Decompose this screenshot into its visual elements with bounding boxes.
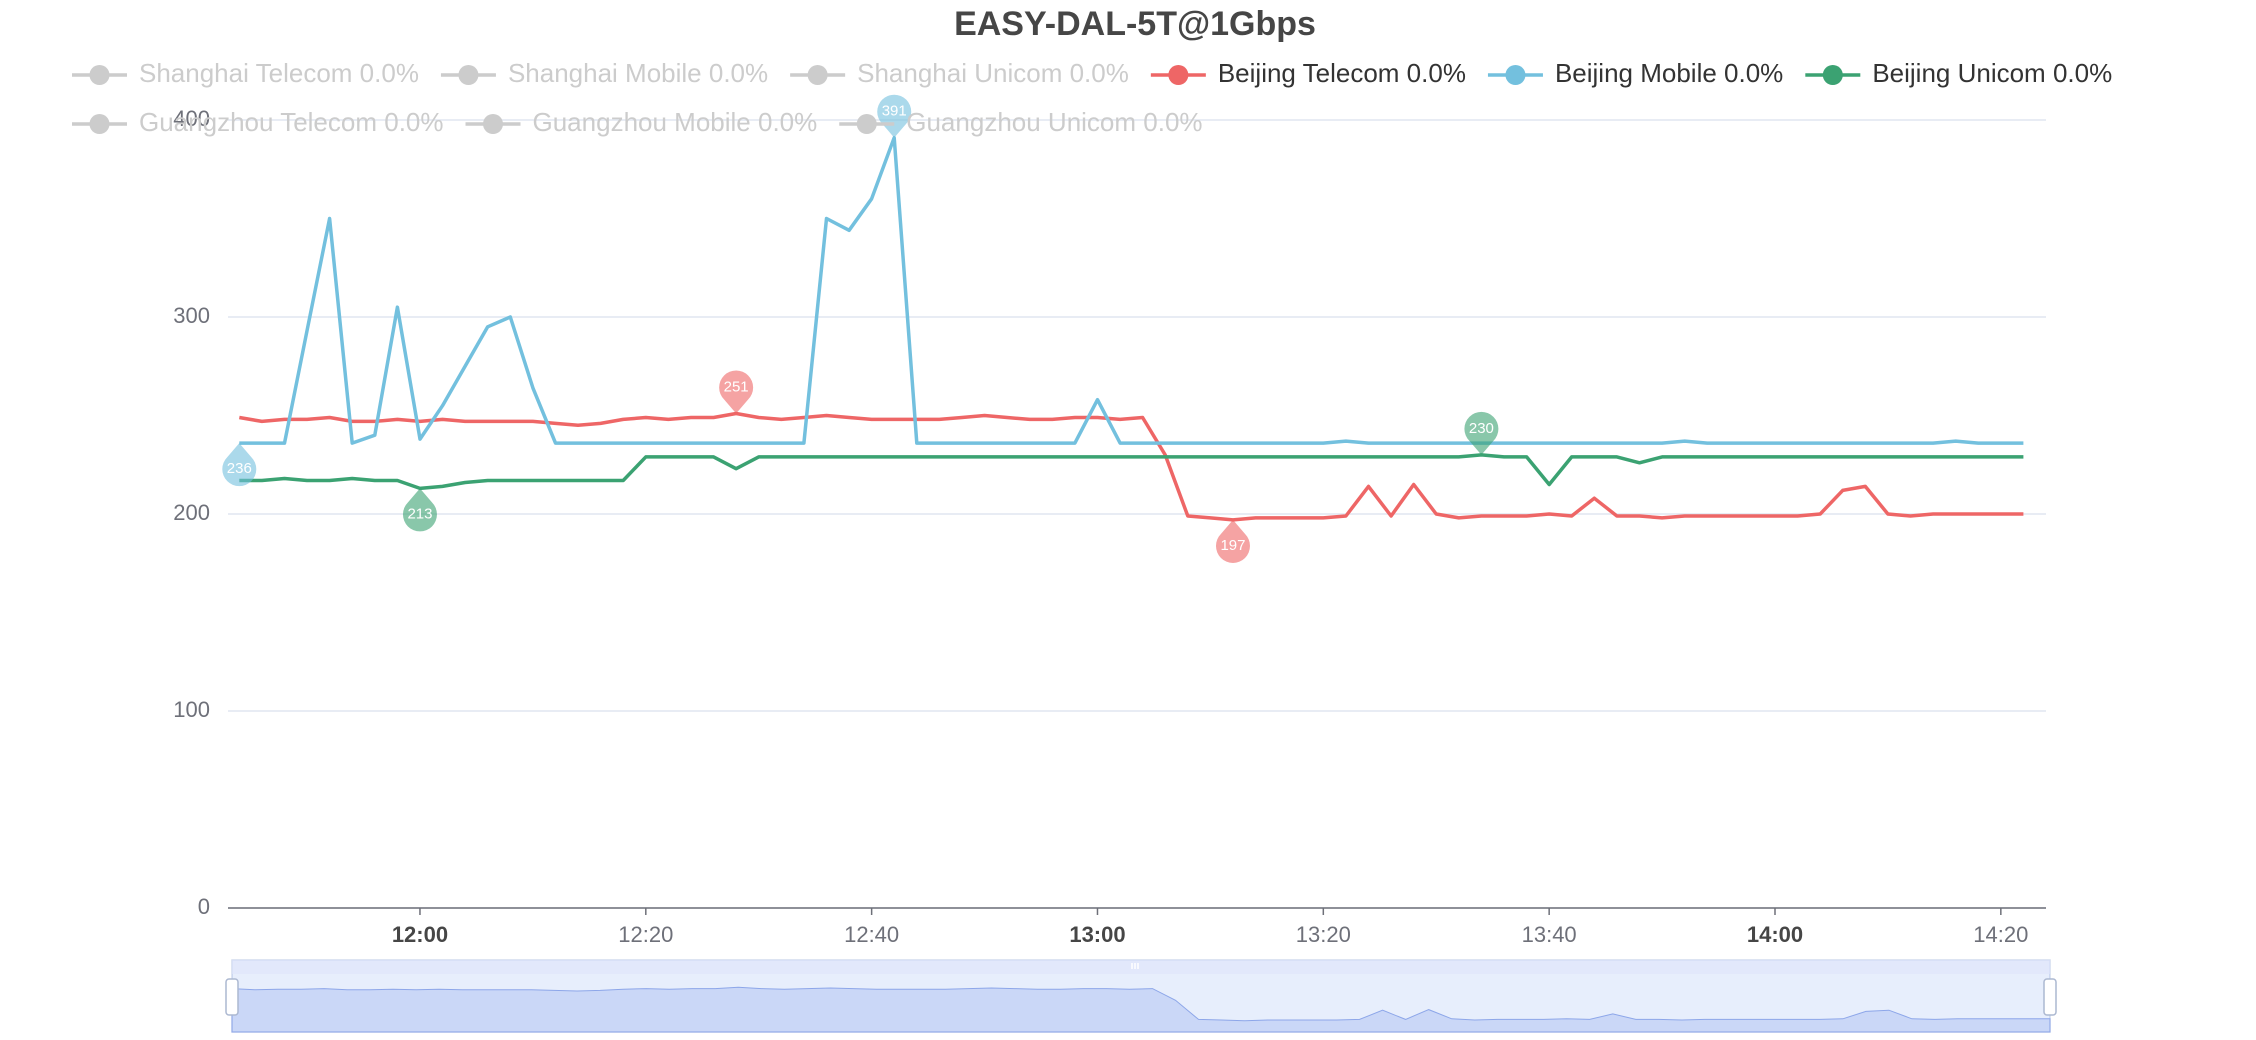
zoom-selection (232, 974, 2050, 1032)
legend-label: Shanghai Mobile 0.0% (508, 58, 768, 88)
y-tick-label: 200 (173, 500, 210, 525)
legend-item[interactable]: Guangzhou Telecom 0.0% (72, 107, 444, 137)
legend-icon-dot (1822, 65, 1843, 85)
y-tick-label: 0 (198, 894, 210, 919)
y-tick-label: 400 (173, 106, 210, 131)
legend-label: Guangzhou Mobile 0.0% (533, 107, 818, 137)
x-tick-label: 12:20 (618, 922, 673, 947)
pin-label: 197 (1220, 537, 1245, 554)
legend-label: Shanghai Unicom 0.0% (857, 58, 1129, 88)
pin-shape (1215, 519, 1250, 563)
x-tick-label: 13:00 (1069, 922, 1125, 947)
legend-label: Shanghai Telecom 0.0% (139, 58, 419, 88)
x-tick-label: 13:40 (1522, 922, 1577, 947)
y-tick-label: 100 (173, 697, 210, 722)
legend-label: Beijing Mobile 0.0% (1555, 58, 1783, 88)
series-line (239, 453, 2024, 491)
pin-shape (877, 94, 912, 138)
pin-shape (1464, 411, 1499, 455)
chart-title: EASY-DAL-5T@1Gbps (954, 5, 1316, 43)
legend-icon-dot (1168, 65, 1189, 85)
pin-shape (222, 443, 257, 487)
legend-label: Beijing Telecom 0.0% (1218, 58, 1466, 88)
x-tick-label: 14:20 (1973, 922, 2028, 947)
mark-pin (402, 488, 437, 532)
legend-icon-dot (483, 114, 503, 134)
legend-item[interactable]: Shanghai Telecom 0.0% (72, 58, 419, 88)
zoom-top-bar (232, 960, 2050, 974)
x-tick-label: 14:00 (1747, 922, 1803, 947)
legend-icon-dot (807, 65, 828, 85)
pin-label: 213 (407, 505, 432, 522)
zoom-handle[interactable] (225, 978, 239, 1016)
zoom-shadow (231, 986, 2051, 1033)
legend-icon-dot (89, 65, 110, 85)
mark-pin (1464, 411, 1499, 455)
mark-pin (1215, 519, 1250, 563)
mark-pin (222, 443, 257, 487)
legend-item[interactable]: Shanghai Unicom 0.0% (790, 58, 1129, 88)
pin-label: 251 (724, 378, 749, 395)
legend-item[interactable]: Shanghai Mobile 0.0% (440, 58, 768, 88)
pin-label: 391 (882, 103, 907, 120)
legend-label: Beijing Unicom 0.0% (1872, 58, 2112, 88)
legend-icon-dot (1505, 65, 1526, 85)
pin-shape (719, 370, 754, 414)
legend-item[interactable]: Guangzhou Mobile 0.0% (465, 107, 818, 137)
mark-pin (719, 370, 754, 414)
legend-label: Guangzhou Unicom 0.0% (906, 107, 1202, 137)
legend-item[interactable]: Beijing Telecom 0.0% (1150, 58, 1466, 88)
x-tick-label: 12:40 (844, 922, 899, 947)
legend-label: Guangzhou Telecom 0.0% (139, 107, 444, 137)
legend-icon-dot (856, 114, 877, 134)
legend-icon-dot (458, 65, 479, 85)
mark-pin (877, 94, 912, 138)
pin-label: 236 (227, 460, 252, 477)
legend-item[interactable]: Beijing Mobile 0.0% (1487, 58, 1783, 88)
pin-shape (402, 488, 437, 532)
legend-item[interactable]: Beijing Unicom 0.0% (1805, 58, 2112, 88)
legend-item[interactable]: Guangzhou Unicom 0.0% (839, 107, 1203, 137)
pin-label: 230 (1469, 420, 1494, 437)
y-tick-label: 300 (173, 303, 210, 328)
series-line (239, 411, 2024, 522)
legend-icon-dot (89, 114, 110, 134)
series-line (239, 135, 2024, 445)
x-tick-label: 12:00 (392, 922, 448, 947)
x-tick-label: 13:20 (1296, 922, 1351, 947)
zoom-handle[interactable] (2043, 978, 2057, 1016)
